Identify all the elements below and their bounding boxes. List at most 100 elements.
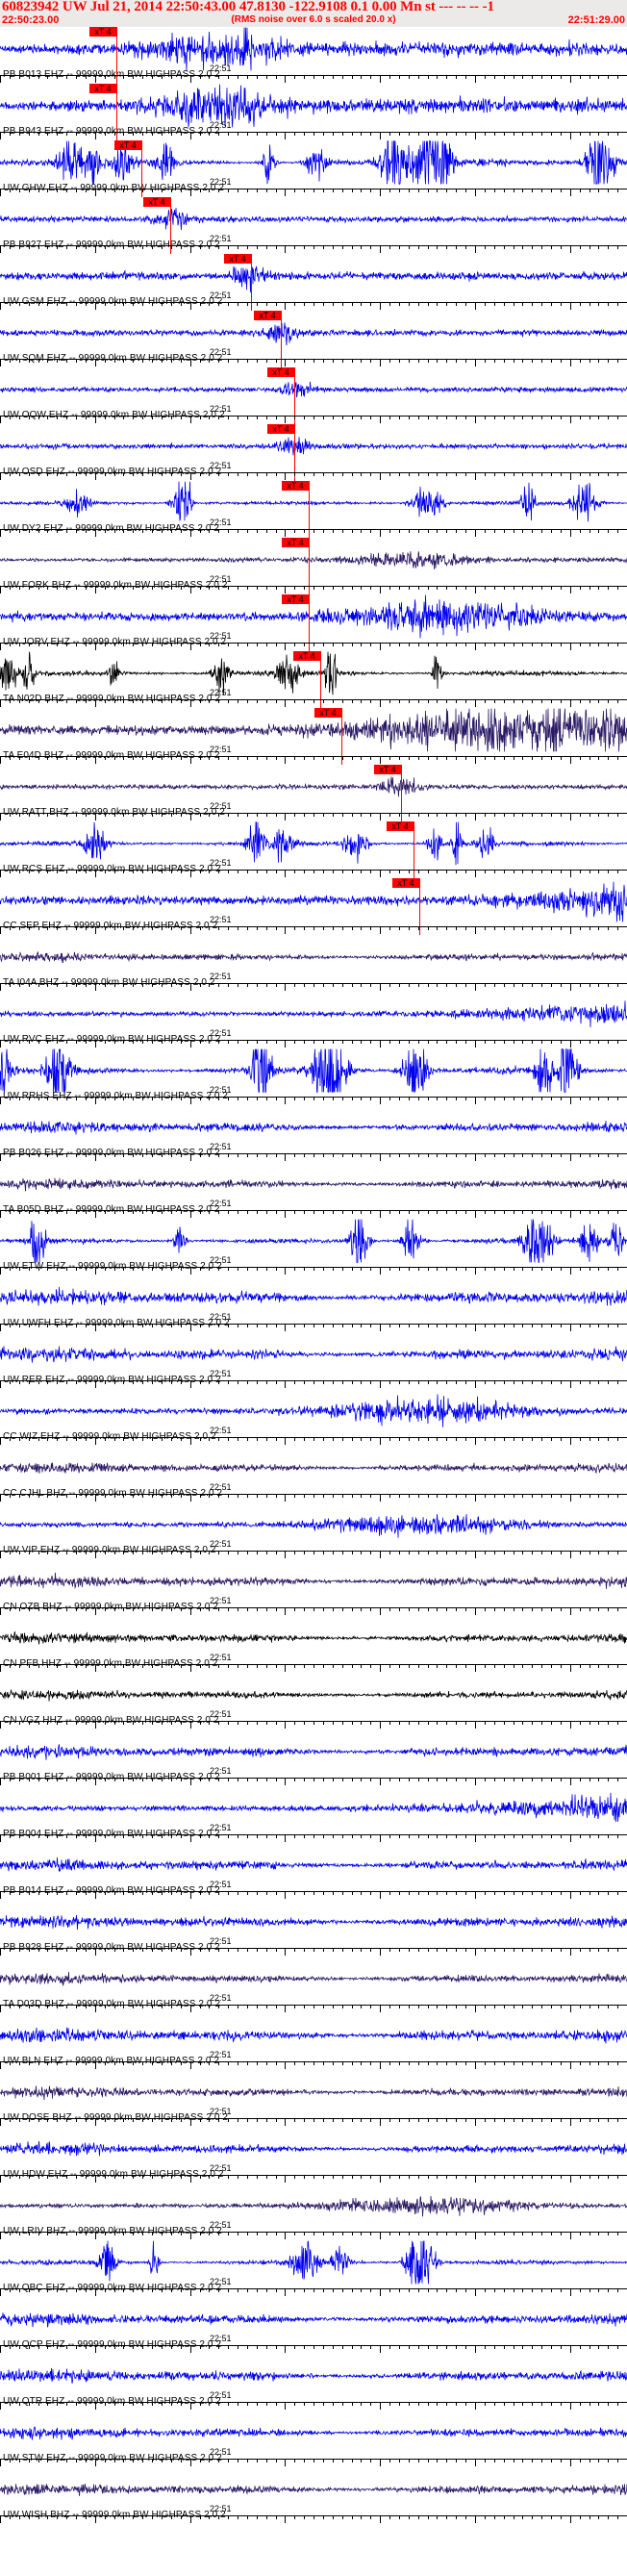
trace-row[interactable]: 22:51TA B05D BHZ -- 99999.0km BW HIGHPAS…: [0, 1162, 627, 1219]
phase-pick-label[interactable]: xT 4: [282, 594, 309, 604]
trace-row[interactable]: 22:51PB B001 EHZ -- 99999.0km BW HIGHPAS…: [0, 1730, 627, 1786]
trace-row[interactable]: 22:51PB B004 EHZ -- 99999.0km BW HIGHPAS…: [0, 1786, 627, 1843]
trace-row[interactable]: 22:51UW VIP EHZ -- 99999.0km BW HIGHPASS…: [0, 1503, 627, 1559]
axis-tick: [541, 1665, 543, 1668]
phase-pick-label[interactable]: xT 4: [314, 708, 341, 718]
axis-tick: [370, 1211, 372, 1214]
trace-row[interactable]: 22:51PB B928 EHZ -- 99999.0km BW HIGHPAS…: [0, 1900, 627, 1957]
phase-pick-line[interactable]: [294, 367, 295, 424]
trace-row[interactable]: 22:51UW JORV EHZ -- 99999.0km BW HIGHPAS…: [0, 594, 627, 651]
phase-pick-line[interactable]: [309, 538, 310, 594]
trace-row[interactable]: 22:51UW BLN EHZ -- 99999.0km BW HIGHPASS…: [0, 2013, 627, 2070]
phase-pick-label[interactable]: xT 4: [293, 651, 320, 661]
trace-row[interactable]: 22:51UW ETW EHZ -- 99999.0km BW HIGHPASS…: [0, 1219, 627, 1275]
phase-pick-line[interactable]: [401, 765, 402, 821]
axis-tick: [322, 1211, 324, 1214]
phase-pick-label[interactable]: xT 4: [282, 538, 309, 547]
trace-row[interactable]: 22:51UW OQW EHZ -- 99999.0km BW HIGHPASS…: [0, 367, 627, 424]
phase-pick-line[interactable]: [116, 84, 117, 140]
trace-row[interactable]: 22:51UW QCP EHZ -- 99999.0km BW HIGHPASS…: [0, 2297, 627, 2354]
phase-pick-label[interactable]: xT 4: [224, 254, 251, 264]
trace-row[interactable]: 22:51PB B014 EHZ -- 99999.0km BW HIGHPAS…: [0, 1843, 627, 1900]
phase-pick-line[interactable]: [320, 651, 321, 708]
phase-pick-label[interactable]: xT 4: [254, 311, 281, 320]
axis-tick: [133, 1098, 135, 1100]
trace-row[interactable]: 22:51TA E04D BHZ -- 99999.0km BW HIGHPAS…: [0, 708, 627, 765]
trace-row[interactable]: 22:51PB B943 EHZ -- 99999.0km BW HIGHPAS…: [0, 84, 627, 140]
axis-tick: [427, 1268, 429, 1271]
phase-pick-label[interactable]: xT 4: [89, 27, 116, 37]
trace-row[interactable]: 22:51UW QBC EHZ -- 99999.0km BW HIGHPASS…: [0, 2240, 627, 2297]
phase-pick-label[interactable]: xT 4: [114, 140, 141, 150]
phase-pick-line[interactable]: [170, 197, 171, 254]
axis-tick: [484, 927, 486, 930]
axis-tick: [199, 927, 201, 930]
trace-row[interactable]: 22:51UW FORK BHZ -- 99999.0km BW HIGHPAS…: [0, 538, 627, 594]
trace-row[interactable]: 22:51UW GSM EHZ -- 99999.0km BW HIGHPASS…: [0, 254, 627, 311]
axis-tick: [389, 2062, 390, 2065]
phase-pick-label[interactable]: xT 4: [374, 765, 401, 774]
axis-tick: [598, 189, 600, 192]
trace-row[interactable]: 22:51CN OZB BHZ -- 99999.0km BW HIGHPASS…: [0, 1559, 627, 1616]
phase-pick-label[interactable]: xT 4: [282, 481, 309, 491]
trace-row[interactable]: 22:51UW UWFH EHZ -- 99999.0km BW HIGHPAS…: [0, 1275, 627, 1332]
axis-tick: [465, 1835, 467, 1838]
phase-pick-line[interactable]: [294, 424, 295, 481]
trace-row[interactable]: 22:51UW SQM EHZ -- 99999.0km BW HIGHPASS…: [0, 311, 627, 367]
axis-tick: [133, 1665, 135, 1668]
time-axis: [0, 756, 627, 765]
phase-pick-label[interactable]: xT 4: [143, 197, 170, 207]
trace-row[interactable]: 22:51UW DY2 EHZ -- 99999.0km BW HIGHPASS…: [0, 481, 627, 538]
trace-row[interactable]: 22:51CN VGZ HHZ -- 99999.0km BW HIGHPASS…: [0, 1673, 627, 1730]
phase-pick-line[interactable]: [281, 311, 282, 367]
phase-pick-line[interactable]: [116, 27, 117, 84]
axis-line: [0, 529, 627, 530]
trace-row[interactable]: 22:51UW RCS EHZ -- 99999.0km BW HIGHPASS…: [0, 821, 627, 878]
trace-row[interactable]: 22:51UW RATT BHZ -- 99999.0km BW HIGHPAS…: [0, 765, 627, 821]
phase-pick-line[interactable]: [141, 140, 142, 197]
phase-pick-line[interactable]: [309, 594, 310, 651]
trace-row[interactable]: 22:51UW RRHS EHZ -- 99999.0km BW HIGHPAS…: [0, 1048, 627, 1105]
trace-row[interactable]: 22:51UW RVC EHZ -- 99999.0km BW HIGHPASS…: [0, 992, 627, 1048]
axis-tick: [579, 1495, 581, 1498]
axis-tick: [465, 814, 467, 817]
axis-tick: [38, 246, 39, 249]
phase-pick-label[interactable]: xT 4: [387, 821, 414, 831]
trace-row[interactable]: 22:51UW GHW EHZ -- 99999.0km BW HIGHPASS…: [0, 140, 627, 197]
phase-pick-line[interactable]: [341, 708, 342, 765]
axis-tick: [304, 2062, 306, 2065]
trace-row[interactable]: 22:51PB B026 EHZ -- 99999.0km BW HIGHPAS…: [0, 1105, 627, 1162]
phase-pick-line[interactable]: [309, 481, 310, 538]
trace-row[interactable]: 22:51UW WISH BHZ -- 99999.0km BW HIGHPAS…: [0, 2467, 627, 2524]
trace-row[interactable]: 22:51UW QTR EHZ -- 99999.0km BW HIGHPASS…: [0, 2354, 627, 2411]
phase-pick-label[interactable]: xT 4: [392, 878, 419, 888]
phase-pick-label[interactable]: xT 4: [89, 84, 116, 93]
phase-pick-label[interactable]: xT 4: [267, 424, 294, 434]
axis-tick: [161, 984, 163, 987]
axis-tick: [493, 1835, 495, 1838]
phase-pick-line[interactable]: [251, 254, 252, 311]
axis-tick: [152, 644, 154, 646]
axis-tick: [265, 1892, 267, 1895]
axis-tick: [161, 1495, 163, 1498]
trace-row[interactable]: 22:51UW OSD EHZ -- 99999.0km BW HIGHPASS…: [0, 424, 627, 481]
trace-row[interactable]: 22:51CC CJHL BHZ -- 99999.0km BW HIGHPAS…: [0, 1446, 627, 1503]
trace-row[interactable]: 22:51CN PFB HHZ -- 99999.0km BW HIGHPASS…: [0, 1616, 627, 1673]
phase-pick-label[interactable]: xT 4: [267, 367, 294, 377]
axis-tick: [180, 871, 182, 873]
trace-row[interactable]: 22:51PB B927 EHZ -- 99999.0km BW HIGHPAS…: [0, 197, 627, 254]
axis-tick: [228, 1438, 230, 1441]
trace-row[interactable]: 22:51UW DOSE BHZ -- 99999.0km BW HIGHPAS…: [0, 2070, 627, 2127]
time-tick-label: 22:51: [210, 120, 232, 130]
trace-row[interactable]: 22:51UW STW EHZ -- 99999.0km BW HIGHPASS…: [0, 2411, 627, 2467]
phase-pick-line[interactable]: [419, 878, 420, 935]
trace-row[interactable]: 22:51CC SEP EHZ -- 99999.0km BW HIGHPASS…: [0, 878, 627, 935]
trace-row[interactable]: 22:51PB B013 EHZ -- 99999.0km BW HIGHPAS…: [0, 27, 627, 84]
trace-row[interactable]: 22:51TA I04A BHZ -- 99999.0km BW HIGHPAS…: [0, 935, 627, 992]
trace-row[interactable]: 22:51UW LRIV BHZ -- 99999.0km BW HIGHPAS…: [0, 2184, 627, 2240]
trace-row[interactable]: 22:51TA N02D BHZ -- 99999.0km BW HIGHPAS…: [0, 651, 627, 708]
trace-row[interactable]: 22:51UW HDW EHZ -- 99999.0km BW HIGHPASS…: [0, 2127, 627, 2184]
trace-row[interactable]: 22:51CC WIZ EHZ -- 99999.0km BW HIGHPASS…: [0, 1389, 627, 1446]
trace-row[interactable]: 22:51TA D03D BHZ -- 99999.0km BW HIGHPAS…: [0, 1957, 627, 2013]
trace-row[interactable]: 22:51UW RER EHZ -- 99999.0km BW HIGHPASS…: [0, 1332, 627, 1389]
